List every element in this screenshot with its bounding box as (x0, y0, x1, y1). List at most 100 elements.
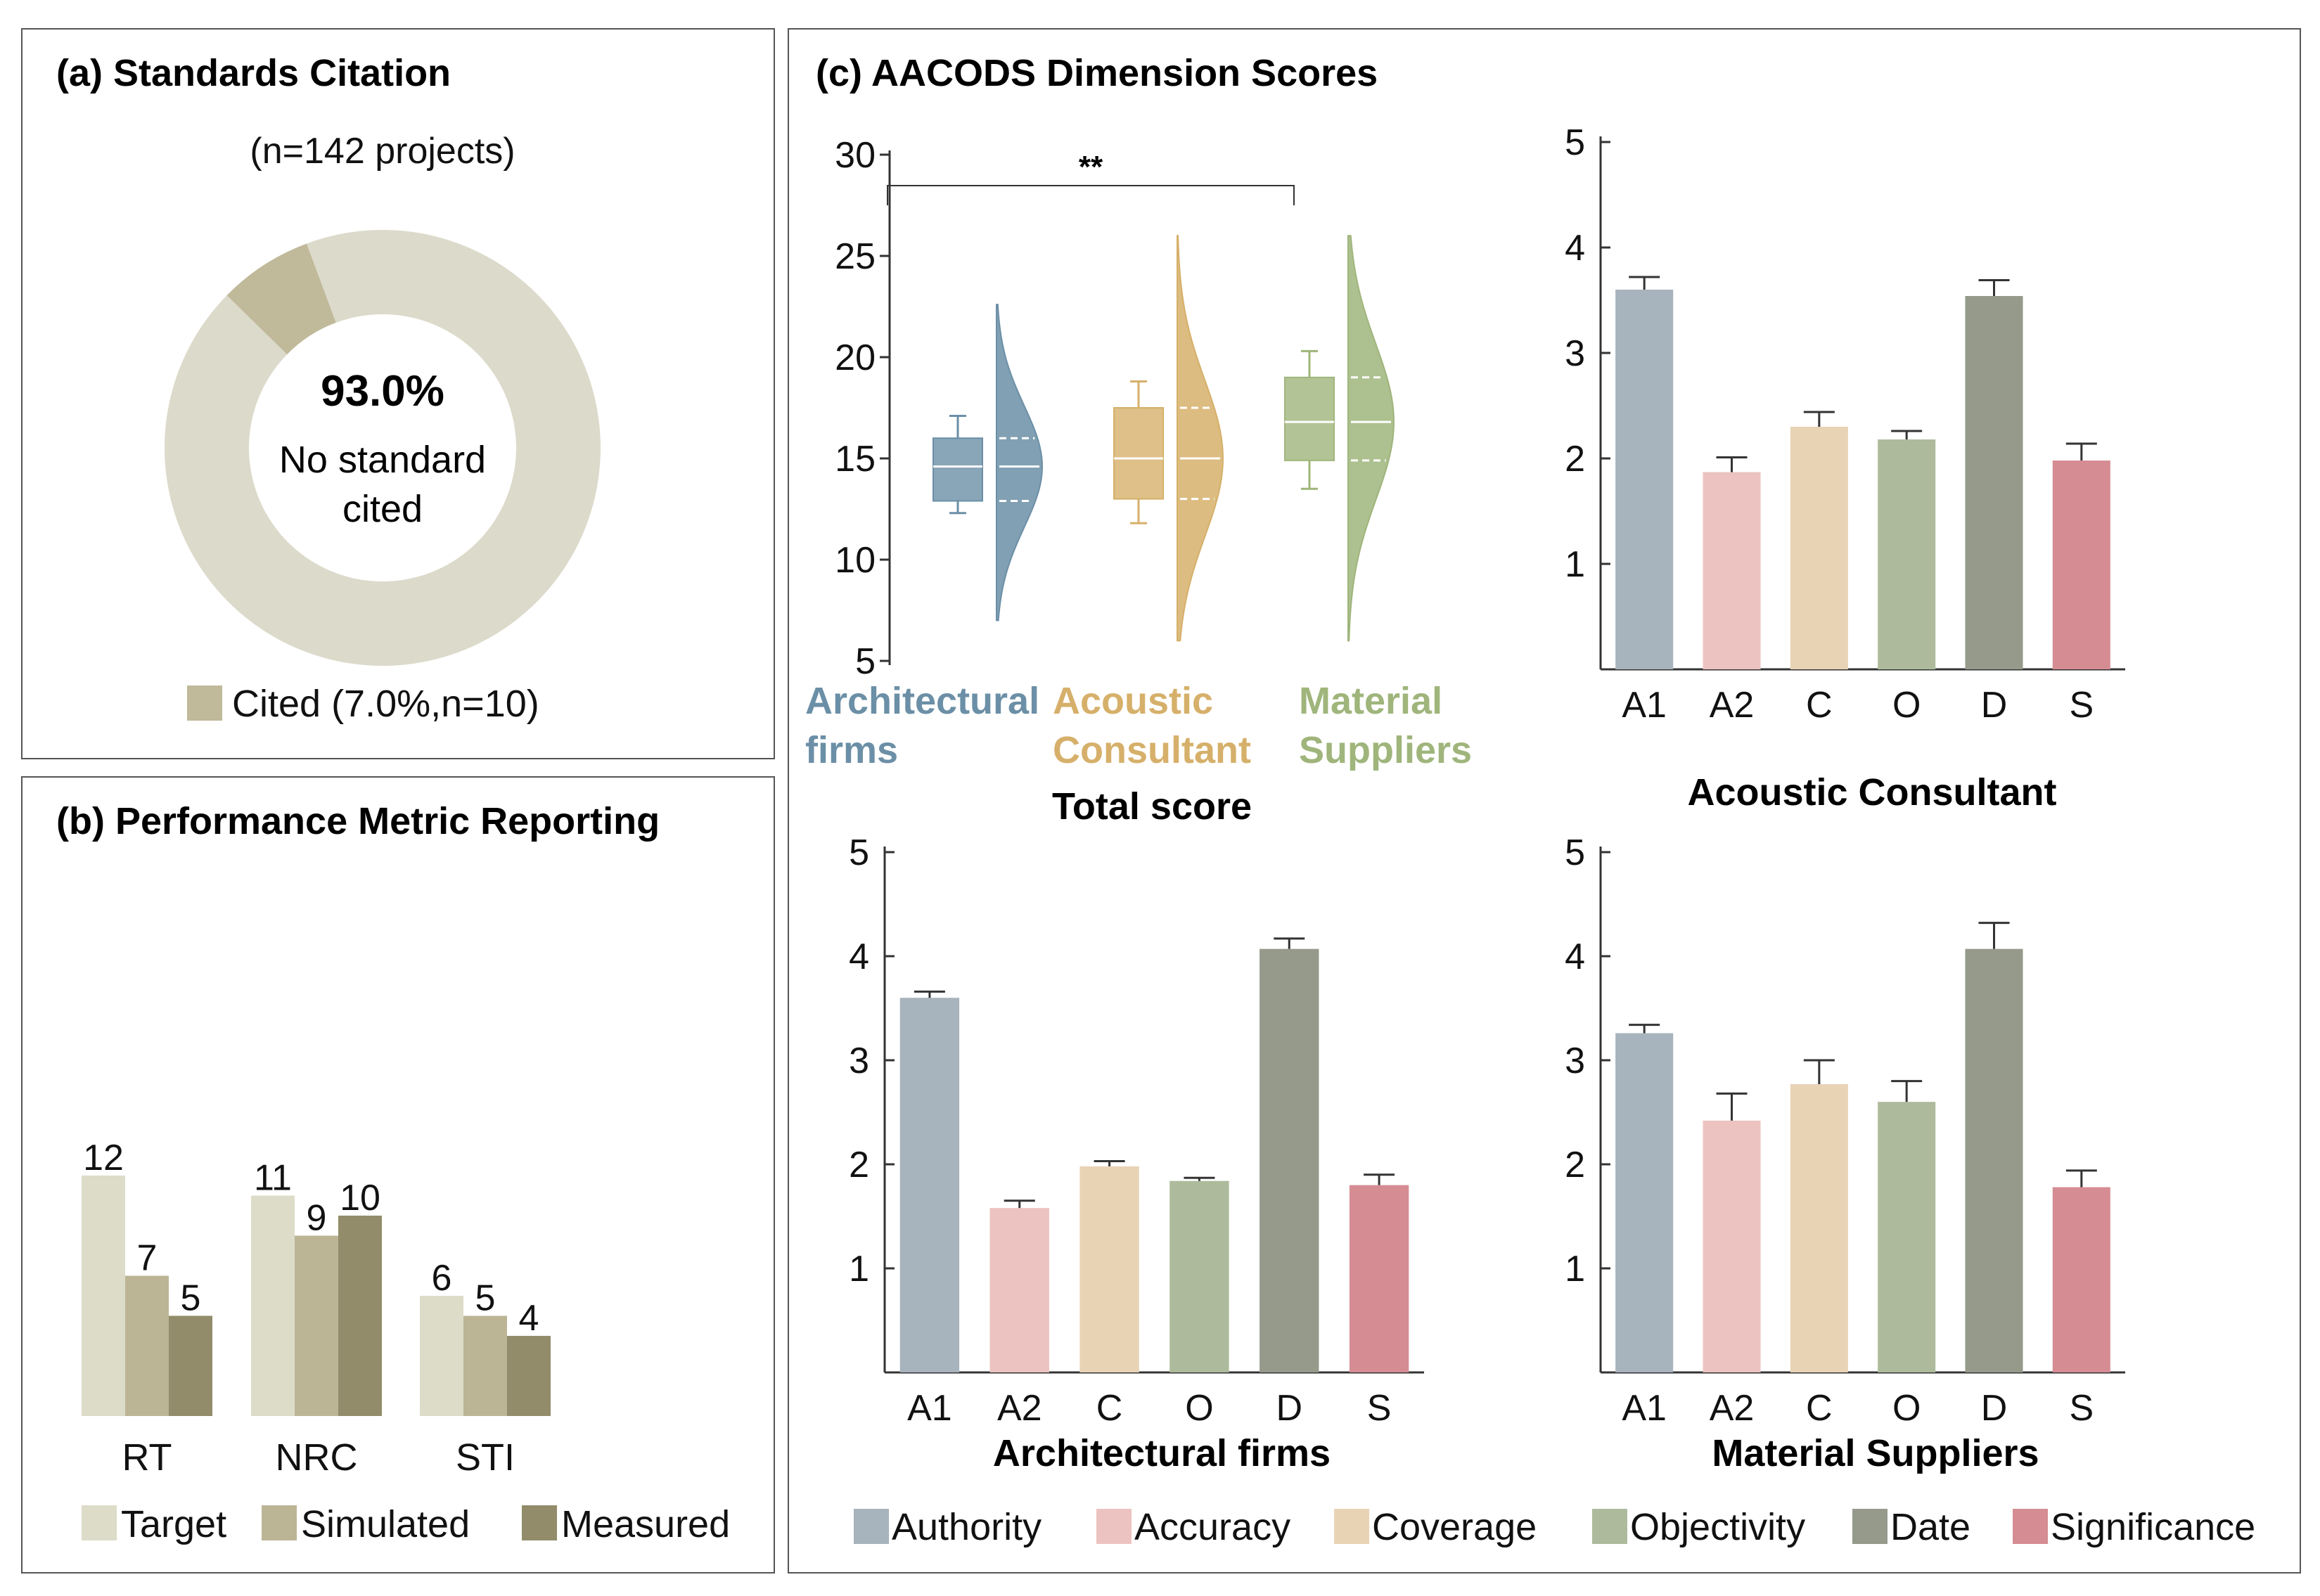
group-label-acoustic-consultant-line2: Consultant (1053, 729, 1251, 771)
material-x-label-a1: A1 (1622, 1388, 1667, 1429)
donut-center-line1: No standard (279, 439, 486, 481)
arch-x-label-d: D (1276, 1388, 1302, 1429)
legend-swatch-measured (522, 1505, 557, 1540)
legend-swatch-accuracy (1096, 1509, 1132, 1544)
acoustic-bar-a1 (1615, 290, 1674, 669)
acoustic-x-label-a1: A1 (1622, 685, 1667, 726)
material-bar-a2 (1703, 1120, 1761, 1372)
legend-swatch-simulated (262, 1505, 297, 1540)
legend-label-significance: Significance (2051, 1506, 2255, 1548)
significance-bracket (887, 185, 1295, 205)
bar-label-nrc-target: 11 (254, 1158, 292, 1199)
material-x-label-a2: A2 (1710, 1388, 1755, 1429)
arch-y-tick-label-4: 4 (849, 937, 869, 977)
material-x-label-o: O (1892, 1388, 1921, 1429)
acoustic-x-label-c: C (1806, 685, 1833, 726)
total-y-tick-label-20: 20 (835, 337, 876, 378)
total-y-tick-label-5: 5 (855, 641, 876, 682)
panel-performance-metric: (b) Performance Metric Reporting 12 7 5 RT 1… (21, 776, 775, 1574)
group-label-material-suppliers-line1: Material (1299, 680, 1442, 722)
category-label-nrc: NRC (276, 1436, 358, 1479)
acoustic-bar-s (2052, 461, 2110, 669)
arch-x-label-a2: A2 (997, 1388, 1042, 1429)
panel-standards-citation: (a) Standards Citation (n=142 projects) … (21, 28, 775, 759)
arch-bar-a2 (989, 1208, 1049, 1372)
legend-swatch-authority (854, 1509, 889, 1544)
arch-bar-d (1260, 948, 1319, 1372)
material-y-tick-label-2: 2 (1565, 1145, 1585, 1185)
arch-bar-c (1079, 1166, 1139, 1372)
donut-slice-no-standard-cited (164, 230, 601, 667)
legend-swatch-date (1852, 1509, 1888, 1544)
bar-label-rt-target: 12 (83, 1138, 124, 1178)
standards-citation-chart: (a) Standards Citation (n=142 projects) … (56, 52, 601, 725)
material-suppliers-chart: 1 2 3 4 5 A1 A2 C O D S (1565, 832, 2125, 1429)
architectural-firms-title: Architectural firms (993, 1432, 1331, 1474)
acoustic-x-label-d: D (1981, 685, 2008, 726)
arch-x-label-a1: A1 (907, 1388, 952, 1429)
bar-label-sti-target: 6 (432, 1258, 452, 1299)
material-x-label-c: C (1806, 1388, 1833, 1429)
donut-center-line2: cited (342, 488, 423, 530)
legend-label-authority: Authority (892, 1506, 1042, 1548)
group-label-material-suppliers-line2: Suppliers (1299, 729, 1472, 771)
acoustic-x-label-o: O (1892, 685, 1921, 726)
legend-label-cited: Cited (7.0%,n=10) (232, 683, 539, 725)
total-y-tick-label-25: 25 (835, 236, 876, 277)
donut-center-value: 93.0% (321, 367, 444, 416)
acoustic-consultant-box (1113, 407, 1164, 500)
acoustic-y-tick-label-2: 2 (1565, 439, 1585, 480)
material-y-tick-label-1: 1 (1565, 1249, 1585, 1289)
total-y-tick-label-10: 10 (835, 540, 876, 581)
total-y-tick-label-30: 30 (835, 135, 876, 176)
panel-a-subtitle: (n=142 projects) (250, 131, 515, 172)
legend-swatch-objectivity (1592, 1509, 1627, 1544)
acoustic-bar-c (1790, 427, 1848, 669)
material-suppliers-box (1284, 376, 1335, 461)
arch-y-tick-label-2: 2 (849, 1145, 869, 1185)
arch-bar-a1 (899, 998, 960, 1372)
bar-label-rt-measured: 5 (181, 1278, 201, 1319)
acoustic-y-tick-label-5: 5 (1565, 122, 1585, 163)
legend-label-objectivity: Objectivity (1630, 1506, 1805, 1548)
architectural-firms-density (996, 304, 1043, 622)
bar-label-nrc-measured: 10 (340, 1178, 380, 1218)
acoustic-consultant-chart: 1 2 3 4 5 A1 A2 C O D S (1565, 122, 2125, 726)
arch-y-tick-label-3: 3 (849, 1041, 869, 1081)
bar-label-sti-measured: 4 (519, 1298, 539, 1339)
donut-chart (164, 230, 601, 667)
panel-a-title: (a) Standards Citation (56, 52, 451, 94)
acoustic-x-label-s: S (2069, 685, 2094, 726)
group-label-architectural-firms-line2: firms (805, 729, 898, 771)
panel-c-legend: Authority Accuracy Coverage Objectivity Date… (854, 1506, 2255, 1548)
material-y-tick-label-4: 4 (1565, 937, 1585, 977)
bar-nrc-simulated (295, 1235, 338, 1416)
bar-rt-simulated (125, 1275, 169, 1416)
donut-slice-cited (226, 243, 336, 355)
panel-b-legend: Target Simulated Measured (82, 1503, 730, 1545)
arch-y-tick-label-1: 1 (849, 1249, 869, 1289)
legend-swatch-target (82, 1505, 117, 1540)
bar-label-nrc-simulated: 9 (307, 1198, 327, 1239)
category-label-rt: RT (122, 1436, 172, 1479)
arch-x-label-c: C (1096, 1388, 1123, 1429)
bar-nrc-measured (338, 1216, 382, 1416)
arch-y-tick-label-5: 5 (849, 832, 869, 873)
significance-label: ** (1079, 150, 1103, 184)
panel-aacods-scores: (c) AACODS Dimension Scores 5 10 15 20 25 30 *… (788, 28, 2301, 1574)
material-bar-c (1790, 1084, 1848, 1372)
bar-rt-measured (169, 1315, 212, 1416)
legend-label-measured: Measured (561, 1503, 730, 1545)
bar-rt-target (82, 1176, 125, 1416)
group-label-acoustic-consultant-line1: Acoustic (1053, 680, 1213, 722)
legend-swatch-cited (187, 686, 222, 721)
architectural-firms-box (933, 437, 983, 502)
acoustic-consultant-title: Acoustic Consultant (1687, 771, 2056, 813)
acoustic-x-label-a2: A2 (1710, 685, 1755, 726)
arch-bar-s (1349, 1185, 1409, 1372)
arch-x-label-o: O (1185, 1388, 1213, 1429)
material-bar-s (2052, 1187, 2110, 1372)
material-suppliers-density (1347, 235, 1395, 642)
